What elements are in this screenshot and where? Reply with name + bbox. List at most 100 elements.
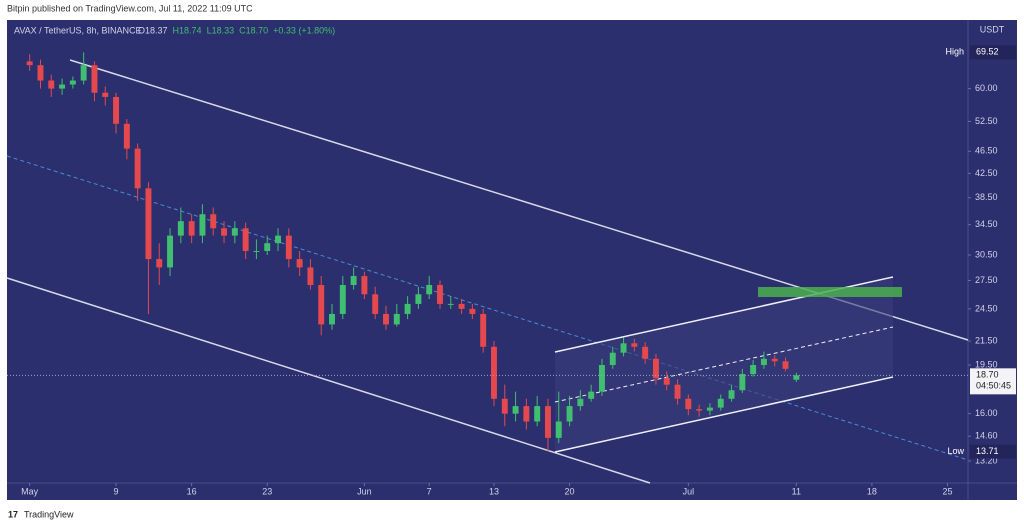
candle-body [383,313,389,325]
candle-body [674,384,681,399]
candle-body [555,421,562,438]
candle-body [231,228,238,236]
x-tick-label: 18 [867,486,877,496]
legend-value: L18.33 [207,25,235,35]
candle-body [652,358,659,378]
candle-body [48,80,55,89]
y-tick-label: 46.50 [975,146,998,156]
candle-body [329,313,335,325]
candle-body [318,284,325,325]
candle-body [59,84,66,89]
y-tick-label: 60.00 [975,83,998,93]
candle-body [717,398,724,408]
candle-body [447,303,454,305]
footer-logo: 17 [8,509,18,519]
candle-body [296,259,303,268]
y-tick-label: 34.50 [975,219,998,229]
candle-body [523,406,530,422]
low-marker-value: 13.71 [976,446,999,456]
candle-body [264,243,271,252]
candle-body [69,80,76,85]
candle-body [253,251,260,253]
x-tick-label: 16 [187,486,197,496]
candle-body [458,303,465,309]
candle-body [350,276,357,285]
y-tick-label: 30.50 [975,249,998,259]
high-marker-label: High [945,47,964,57]
candle-body [469,308,476,314]
y-tick-label: 13.20 [975,455,998,465]
candle-body [80,65,87,81]
y-tick-label: 52.50 [975,116,998,126]
candle-body [426,284,433,295]
candle-body [91,65,98,93]
candle-body [642,346,649,359]
candle-body [685,398,692,410]
x-tick-label: 25 [942,486,952,496]
legend-value: H18.74 [173,25,202,35]
target-zone [758,287,902,297]
x-tick-label: Jul [683,486,695,496]
candle-body [620,343,627,353]
legend-value: +0.33 (+1.80%) [273,25,335,35]
candle-body [631,343,638,347]
candle-body [760,358,767,366]
last-price-box [970,368,1016,395]
candle-body [534,406,541,422]
candle-body [404,303,411,314]
candle-body [588,391,595,399]
x-tick-label: 11 [792,486,801,496]
x-tick-label: 7 [427,486,432,496]
y-tick-label: 27.50 [975,275,998,285]
candle-body [242,228,249,252]
candle-body [285,235,292,260]
candle-body [113,96,120,124]
candle-body [393,313,400,325]
y-tick-label: 38.50 [975,192,998,202]
candle-body [491,346,497,399]
candle-body [771,358,778,362]
x-tick-label: 9 [114,486,119,496]
low-marker-box [970,444,1016,459]
x-tick-label: Jun [357,486,372,496]
symbol-label: AVAX / TetherUS, 8h, BINANCE [14,25,142,35]
candle-body [199,214,206,236]
candle-body [339,284,346,314]
candle-body [188,221,195,236]
candle-body [739,374,746,391]
candle-body [663,377,670,385]
x-tick-label: 20 [565,486,575,496]
currency-label: USDT [980,24,1005,34]
candle-body [145,188,152,260]
x-tick-label: 23 [262,486,272,496]
candle-body [221,228,228,236]
y-tick-label: 24.50 [975,303,998,313]
candle-body [156,259,163,268]
candle-body [210,214,217,229]
candle-body [728,390,735,399]
candle-body [782,361,789,369]
candle-body [102,92,109,97]
candle-body [307,267,314,285]
rising-channel-lower [554,376,894,453]
candle-body [609,352,616,366]
ohlc-legend: O18.37 H18.74 L18.33 C18.70 +0.33 (+1.80%) [138,25,335,35]
y-tick-label: 42.50 [975,168,998,178]
x-tick-label: May [21,486,39,496]
high-marker-value: 69.52 [976,47,999,57]
candle-body [167,235,174,268]
y-tick-label: 21.50 [975,335,998,345]
footer-background [0,500,1024,527]
y-tick-label: 19.50 [975,359,998,369]
candle-body [501,398,508,414]
rising-channel-fill [555,277,893,452]
candle-body [361,276,368,295]
rising-channel-mid [554,326,894,403]
candle-body [750,365,757,375]
candle-body [372,294,379,314]
candle-body [793,375,800,380]
legend-value: O18.37 [138,25,168,35]
candle-body [177,221,184,236]
candle-body [566,406,573,422]
